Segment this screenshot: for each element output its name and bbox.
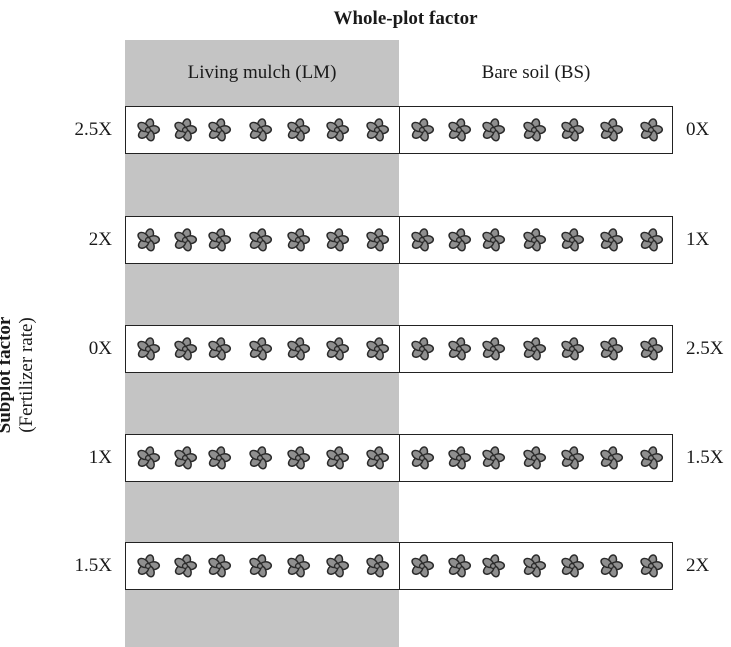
plant-icon [249, 337, 273, 361]
lm-rate-label: 2X [88, 229, 112, 250]
plant-icon [411, 337, 435, 361]
plant-icon [482, 118, 506, 142]
plant-icon [326, 118, 350, 142]
plant-icon [523, 446, 547, 470]
plant-icon [482, 228, 506, 252]
plant-icon [287, 118, 311, 142]
bs-rate-label: 2X [686, 555, 710, 576]
plant-icon [561, 118, 585, 142]
plant-icon [600, 554, 624, 578]
plant-icon [249, 228, 273, 252]
plant-icon [208, 446, 232, 470]
plant-icon [174, 228, 198, 252]
plant-icon [448, 554, 472, 578]
plant-icon [448, 118, 472, 142]
plant-icon [137, 554, 161, 578]
plant-icon [411, 554, 435, 578]
plant-icon [600, 228, 624, 252]
plant-icon [482, 337, 506, 361]
plant-icon [137, 228, 161, 252]
plant-icon [561, 337, 585, 361]
plant-icon [208, 554, 232, 578]
plant-icon [482, 446, 506, 470]
plant-icon [523, 337, 547, 361]
plant-icon [208, 228, 232, 252]
plant-icon [640, 446, 664, 470]
bs-rate-label: 0X [686, 119, 710, 140]
plot-row [125, 434, 673, 482]
bs-rate-label: 1X [686, 229, 710, 250]
living-mulch-header: Living mulch (LM) [187, 62, 337, 83]
bare-soil-header: Bare soil (BS) [481, 62, 591, 83]
plant-icon [249, 446, 273, 470]
plant-icon [482, 554, 506, 578]
plant-icon [174, 446, 198, 470]
plant-icon [366, 118, 390, 142]
plant-icon [249, 118, 273, 142]
plant-icon [561, 554, 585, 578]
plant-icon [640, 228, 664, 252]
plant-icon [448, 446, 472, 470]
lm-rate-label: 2.5X [74, 119, 112, 140]
plant-icon [326, 228, 350, 252]
lm-rate-label: 0X [88, 338, 112, 359]
plant-icon [448, 337, 472, 361]
plant-icon [411, 446, 435, 470]
row-divider [399, 543, 400, 589]
plant-icon [366, 446, 390, 470]
plant-icon [208, 337, 232, 361]
plant-icon [640, 337, 664, 361]
plant-icon [523, 228, 547, 252]
lm-rate-label: 1X [88, 447, 112, 468]
plant-icon [287, 337, 311, 361]
plant-icon [287, 228, 311, 252]
plot-row [125, 216, 673, 264]
row-divider [399, 217, 400, 263]
plant-icon [174, 554, 198, 578]
subplot-factor-title: Subplot factor [0, 316, 15, 434]
plant-icon [137, 118, 161, 142]
lm-rate-label: 1.5X [74, 555, 112, 576]
plant-icon [561, 446, 585, 470]
bs-rate-label: 2.5X [686, 338, 724, 359]
row-divider [399, 326, 400, 372]
plot-row [125, 106, 673, 154]
plot-row [125, 542, 673, 590]
plant-icon [600, 118, 624, 142]
bs-rate-label: 1.5X [686, 447, 724, 468]
whole-plot-factor-title: Whole-plot factor [333, 8, 478, 29]
plant-icon [448, 228, 472, 252]
plant-icon [208, 118, 232, 142]
plant-icon [174, 118, 198, 142]
plant-icon [249, 554, 273, 578]
plant-icon [600, 337, 624, 361]
plot-row [125, 325, 673, 373]
row-divider [399, 107, 400, 153]
fertilizer-rate-subtitle: (Fertilizer rate) [16, 317, 37, 433]
plant-icon [174, 337, 198, 361]
plant-icon [137, 337, 161, 361]
plant-icon [411, 118, 435, 142]
plant-icon [137, 446, 161, 470]
plant-icon [326, 337, 350, 361]
plant-icon [326, 446, 350, 470]
plant-icon [640, 118, 664, 142]
plant-icon [287, 554, 311, 578]
plant-icon [523, 118, 547, 142]
row-divider [399, 435, 400, 481]
plant-icon [326, 554, 350, 578]
plant-icon [366, 554, 390, 578]
plant-icon [366, 337, 390, 361]
plant-icon [561, 228, 585, 252]
plant-icon [600, 446, 624, 470]
plant-icon [523, 554, 547, 578]
plant-icon [366, 228, 390, 252]
plant-icon [640, 554, 664, 578]
subplot-factor-label: Subplot factor (Fertilizer rate) [0, 317, 38, 434]
plant-icon [287, 446, 311, 470]
plant-icon [411, 228, 435, 252]
